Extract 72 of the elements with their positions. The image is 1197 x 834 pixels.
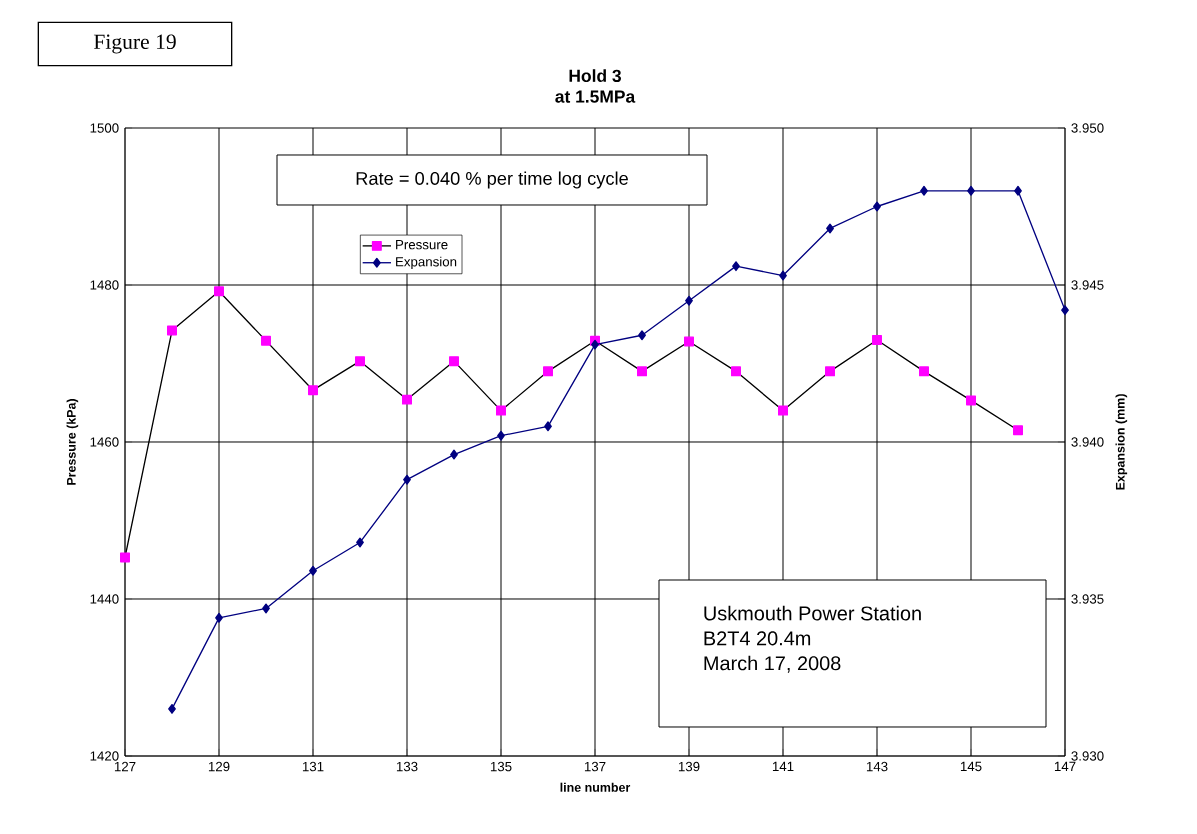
x-tick-label: 133 (396, 761, 418, 772)
point (967, 185, 975, 196)
x-tick-label: 143 (866, 761, 888, 772)
y-tick-label: 1480 (90, 280, 119, 290)
x-tick-label: 145 (960, 761, 982, 772)
legend-label: Expansion (396, 256, 457, 270)
point (496, 405, 506, 416)
point (544, 421, 552, 432)
x-tick-label: 137 (584, 761, 606, 772)
annotation: B2T4 20.4m (704, 631, 811, 646)
y-axis-title: Pressure (kPa) (66, 399, 79, 485)
point (120, 552, 130, 563)
point (778, 405, 788, 416)
y-tick-label: 1460 (90, 437, 119, 447)
y2-tick-label: 3.935 (1071, 594, 1104, 604)
annotation: Rate = 0.040 % per time log cycle (356, 171, 628, 189)
point (497, 430, 505, 441)
point (637, 366, 647, 377)
point (168, 703, 176, 714)
y2-tick-label: 3.945 (1071, 280, 1104, 290)
y2-axis-title: Expansion (mm) (1115, 394, 1128, 490)
point (308, 385, 318, 396)
point (355, 356, 365, 367)
point (872, 334, 882, 345)
point (261, 335, 271, 346)
legend-label: Pressure (396, 240, 448, 250)
point (450, 449, 458, 460)
x-tick-label: 127 (114, 761, 136, 772)
y-tick-label: 1500 (90, 123, 119, 133)
y-tick-label: 1420 (90, 751, 119, 761)
x-tick-label: 147 (1054, 761, 1076, 772)
point (449, 356, 459, 367)
point (638, 330, 646, 341)
point (873, 201, 881, 212)
point (402, 394, 412, 405)
point (732, 261, 740, 272)
x-tick-label: 141 (772, 761, 794, 772)
chart-title: Hold 3 (569, 69, 621, 83)
point (825, 366, 835, 377)
chart-subtitle: at 1.5MPa (555, 90, 636, 103)
point (731, 366, 741, 377)
x-tick-label: 135 (490, 761, 512, 772)
caption: Figure 19 (93, 34, 176, 54)
point (1061, 305, 1069, 316)
point (919, 366, 929, 377)
y2-tick-label: 3.940 (1071, 437, 1104, 447)
point (685, 295, 693, 306)
point (920, 185, 928, 196)
point (309, 565, 317, 576)
point (356, 537, 364, 548)
point (779, 270, 787, 281)
point (403, 474, 411, 485)
point (1014, 185, 1022, 196)
point (684, 336, 694, 347)
point (262, 603, 270, 614)
point (966, 395, 976, 406)
y2-tick-label: 3.950 (1071, 123, 1104, 133)
point (591, 339, 599, 350)
point (1013, 425, 1023, 436)
x-tick-label: 139 (678, 761, 700, 772)
point (215, 612, 223, 623)
point (826, 223, 834, 234)
y2-tick-label: 3.930 (1071, 751, 1104, 761)
point (214, 286, 224, 297)
x-axis-title: line number (560, 782, 631, 792)
y-tick-label: 1440 (90, 594, 119, 604)
annotation: Uskmouth Power Station (704, 605, 921, 621)
x-tick-label: 131 (302, 761, 324, 772)
point (543, 366, 553, 377)
point (167, 325, 177, 336)
x-tick-label: 129 (208, 761, 230, 772)
annotation: March 17, 2008 (704, 655, 841, 673)
